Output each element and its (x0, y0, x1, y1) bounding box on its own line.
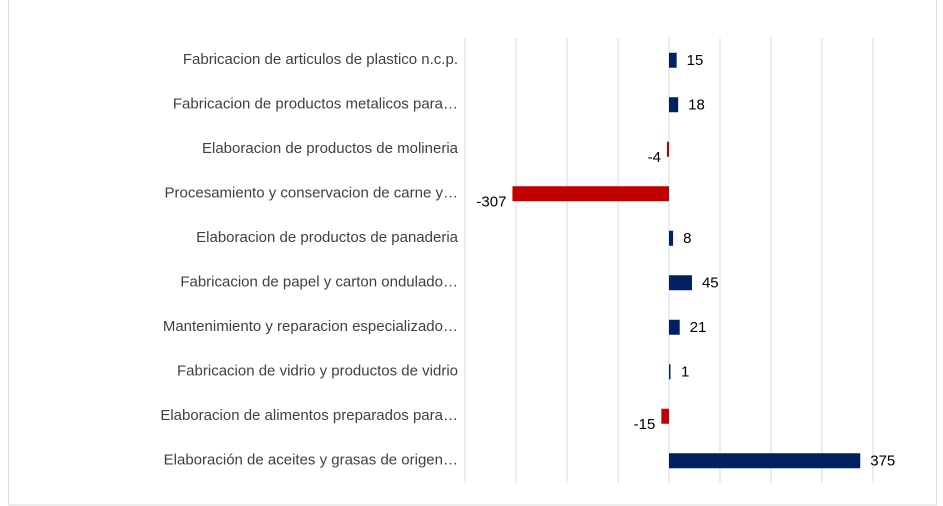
data-label: 15 (687, 52, 704, 69)
bar (669, 319, 680, 335)
bar (669, 97, 679, 113)
bar (669, 453, 861, 469)
bar (661, 408, 669, 424)
bar (512, 186, 669, 202)
y-tick-label: Fabricacion de productos metalicos para… (173, 96, 458, 113)
y-tick-label: Elaboracion de productos de molineria (202, 140, 459, 157)
data-label: 21 (690, 319, 707, 336)
y-tick-label: Elaboración de aceites y grasas de orige… (164, 452, 458, 469)
bar (669, 52, 677, 68)
chart-border (8, 0, 937, 506)
data-label: -307 (476, 194, 506, 211)
y-tick-label: Procesamiento y conservacion de carne y… (165, 185, 458, 202)
y-tick-label: Elaboracion de alimentos preparados para… (160, 407, 458, 424)
data-label: 375 (870, 453, 895, 470)
bar (669, 364, 671, 380)
y-tick-label: Fabricacion de papel y carton ondulado… (180, 274, 458, 291)
data-label: 18 (688, 97, 705, 114)
data-label: 8 (683, 230, 691, 247)
bar (669, 230, 674, 246)
bar (669, 275, 692, 291)
data-label: -4 (648, 149, 661, 166)
y-tick-label: Fabricacion de vidrio y productos de vid… (177, 363, 458, 380)
data-label: -15 (634, 416, 656, 433)
bar (666, 141, 669, 157)
data-label: 1 (681, 364, 689, 381)
data-label: 45 (702, 275, 719, 292)
y-tick-label: Mantenimiento y reparacion especializado… (163, 318, 458, 335)
y-tick-label: Fabricacion de articulos de plastico n.c… (183, 51, 458, 68)
y-tick-label: Elaboracion de productos de panaderia (196, 229, 459, 246)
